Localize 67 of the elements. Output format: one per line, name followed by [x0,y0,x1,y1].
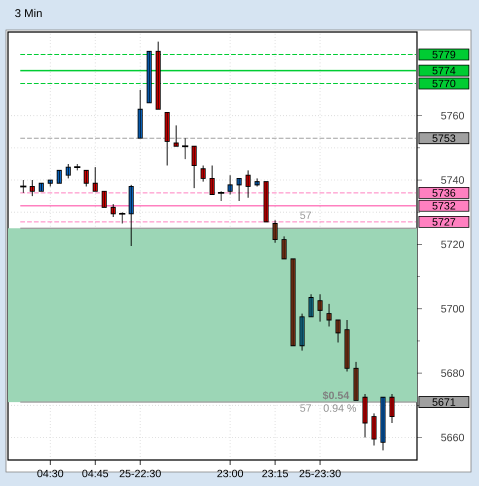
candlestick [308,294,314,318]
candlestick [38,182,44,192]
candlestick [371,412,377,446]
ref-line-label: 5736 [432,189,456,197]
candlestick [254,178,260,187]
candlestick [353,361,359,401]
y-tick-label: 5760 [441,112,464,120]
candlestick [138,89,143,139]
candlestick [380,396,386,451]
candlestick [344,320,350,372]
candlestick [84,170,89,187]
candlestick [218,190,224,202]
candlestick [164,112,170,166]
candlestick [228,174,233,195]
candlestick [48,180,53,187]
candlestick [210,165,215,195]
annotation: 57 [300,404,312,412]
candlestick [110,204,116,218]
candlestick [56,170,62,184]
candlestick [264,181,269,222]
candlestick [66,163,71,179]
candlestick [318,294,323,322]
candlestick [102,190,107,208]
candlestick [326,303,332,327]
candlestick [119,212,126,224]
candlestick [282,236,287,260]
ref-line-label: 5779 [432,50,456,58]
annotation: 57 [300,212,312,220]
candlestick [236,178,242,202]
ref-line-label: 5671 [432,398,456,406]
annotation: $0.54 [322,391,350,400]
candlestick [156,41,161,110]
candlestick [336,320,341,344]
chart-title: 3 Min [15,8,42,18]
x-tick-label: 04:45 [82,470,108,478]
x-tick-label: 25-22:30 [120,470,161,478]
x-tick-label: 25-23:30 [300,470,341,478]
candlestick [128,184,134,246]
candlestick [290,258,296,346]
candlestick [272,220,278,244]
ref-line-label: 5774 [432,66,456,74]
annotation: 0.94 % [324,404,356,412]
candlestick [20,180,26,194]
candlestick [174,124,179,147]
ref-line-label: 5770 [432,80,456,88]
ref-line-label: 5753 [432,134,456,142]
x-tick-label: 23:15 [262,470,288,478]
y-tick-label: 5740 [441,176,464,184]
candlestick [300,313,305,352]
y-tick-label: 5660 [441,434,464,442]
candlestick [74,164,80,171]
candlestick [389,394,395,424]
candlestick [146,50,152,104]
candlestick [200,165,206,182]
x-tick-label: 23:00 [217,470,244,478]
candlestick [92,166,98,192]
candlestick [182,138,188,160]
y-tick-label: 5720 [441,240,464,248]
ref-line-label: 5732 [432,202,456,210]
y-tick-label: 5700 [441,304,464,313]
candlestick [192,146,197,189]
candlestick [30,180,35,197]
ref-line-label: 5727 [432,218,456,226]
candlestick [362,394,368,438]
candlestick [246,170,251,198]
x-tick-label: 04:30 [37,470,64,478]
y-tick-label: 5680 [441,369,464,377]
